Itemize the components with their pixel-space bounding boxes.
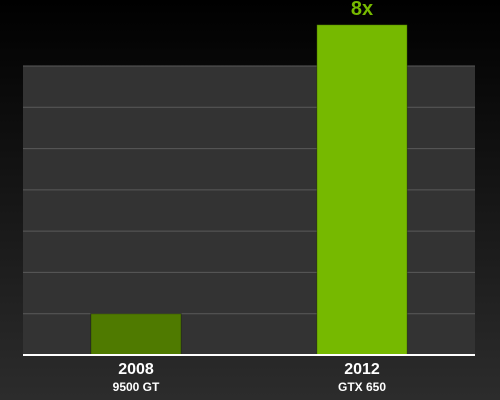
bar (316, 24, 408, 356)
x-tick-label: 2008 (118, 361, 154, 378)
bar (90, 313, 182, 356)
x-tick-sublabel: 9500 GT (113, 380, 160, 394)
x-tick-sublabel: GTX 650 (338, 380, 386, 394)
value-label: 8x (351, 0, 373, 20)
x-tick-label: 2012 (344, 361, 380, 378)
